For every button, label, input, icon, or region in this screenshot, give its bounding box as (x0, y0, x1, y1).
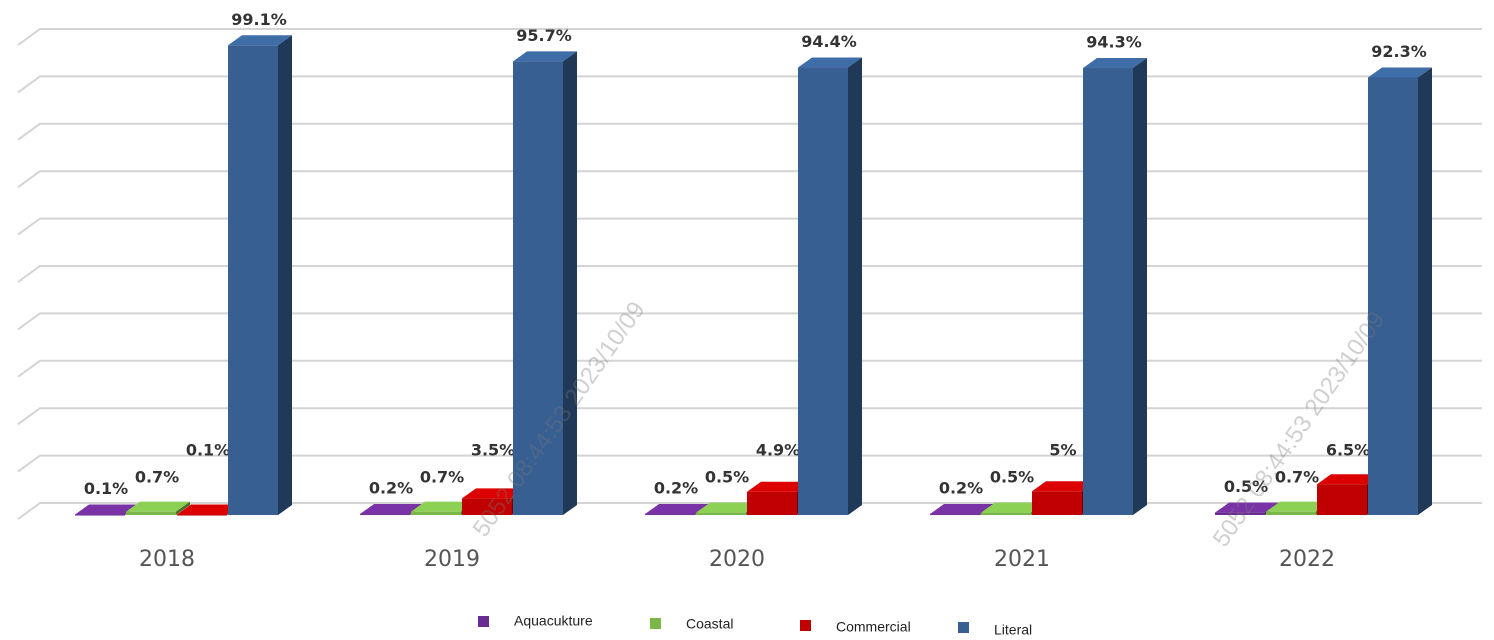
bar (1083, 68, 1133, 515)
bar-side (176, 501, 190, 515)
bar-top (1317, 474, 1381, 485)
bar-top (981, 502, 1045, 513)
bar (126, 511, 176, 515)
x-tick-label: 2019 (424, 547, 480, 572)
bar-top (1083, 58, 1147, 69)
bar (930, 514, 980, 516)
legend-label: Literal (994, 622, 1032, 638)
watermark: 5052 08:44:53 2023/10/09 (1208, 307, 1391, 552)
bar-top (177, 504, 241, 515)
legend-label: Coastal (686, 616, 733, 632)
bar-top (747, 481, 811, 492)
bar (1032, 491, 1082, 515)
bar-top (1215, 502, 1279, 513)
value-label: 0.7% (135, 468, 179, 487)
grid-line (17, 312, 1482, 331)
bar (981, 512, 1031, 515)
bar-side (1133, 58, 1147, 515)
value-label: 0.5% (705, 468, 749, 487)
bar-side (563, 51, 577, 516)
value-label: 0.2% (369, 479, 413, 498)
bar-top (126, 501, 190, 512)
bar (228, 45, 278, 516)
bar (177, 514, 227, 516)
value-label: 0.1% (186, 441, 230, 460)
bar-top (930, 504, 994, 515)
x-tick-label: 2021 (994, 547, 1050, 572)
grid-line (17, 217, 1482, 236)
bar-top (645, 504, 709, 515)
bar-top (228, 35, 292, 46)
value-label: 99.1% (231, 10, 287, 29)
bar-side (278, 35, 292, 516)
grid-line (17, 265, 1482, 283)
grid-line (17, 407, 1482, 426)
legend-swatch (650, 618, 661, 629)
value-label: 3.5% (471, 441, 515, 460)
bar (798, 67, 848, 515)
value-label: 0.7% (1275, 468, 1319, 487)
grid-line (17, 359, 1482, 378)
value-label: 0.7% (420, 468, 464, 487)
legend-swatch (958, 622, 969, 633)
bar (411, 511, 461, 515)
grid-line (17, 28, 1482, 46)
x-tick-label: 2018 (139, 547, 195, 572)
value-label: 4.9% (756, 441, 800, 460)
value-label: 94.4% (801, 32, 857, 51)
bar (360, 514, 410, 516)
legend-swatch (800, 620, 811, 631)
x-tick-label: 2020 (709, 547, 765, 572)
value-label: 0.2% (939, 479, 983, 498)
bar-top (75, 504, 139, 515)
bar-side (848, 57, 862, 515)
bar-top (1266, 501, 1330, 512)
bar-top (360, 504, 424, 515)
value-label: 0.5% (990, 468, 1034, 487)
bar (747, 491, 797, 515)
value-label: 94.3% (1086, 33, 1142, 52)
grid-line (17, 75, 1482, 94)
x-tick-label: 2022 (1279, 547, 1335, 572)
bar (75, 514, 125, 516)
bar (1266, 511, 1316, 515)
value-label: 92.3% (1371, 42, 1427, 61)
bar-top (411, 501, 475, 512)
legend-label: Aquacukture (514, 613, 593, 629)
bar (513, 61, 563, 516)
bar (1215, 512, 1265, 515)
bar (462, 498, 512, 515)
value-label: 6.5% (1326, 441, 1370, 460)
value-label: 95.7% (516, 26, 572, 45)
bar-top (696, 502, 760, 513)
value-label: 0.5% (1224, 477, 1268, 496)
bar-top (1032, 481, 1096, 492)
bar (1368, 77, 1418, 516)
bar (645, 514, 695, 516)
value-label: 0.2% (654, 479, 698, 498)
bar (1317, 484, 1367, 515)
grid-line (17, 170, 1482, 189)
grid-line (17, 454, 1482, 473)
grid-line (17, 122, 1482, 141)
legend-label: Commercial (836, 619, 911, 635)
bar-top (462, 488, 526, 499)
value-label: 5% (1049, 441, 1076, 460)
value-label: 0.1% (84, 479, 128, 498)
bar-top (798, 57, 862, 68)
bar-side (1418, 67, 1432, 516)
bar-top (1368, 67, 1432, 78)
bar (696, 512, 746, 515)
bar-top (513, 51, 577, 62)
legend-swatch (478, 616, 489, 627)
